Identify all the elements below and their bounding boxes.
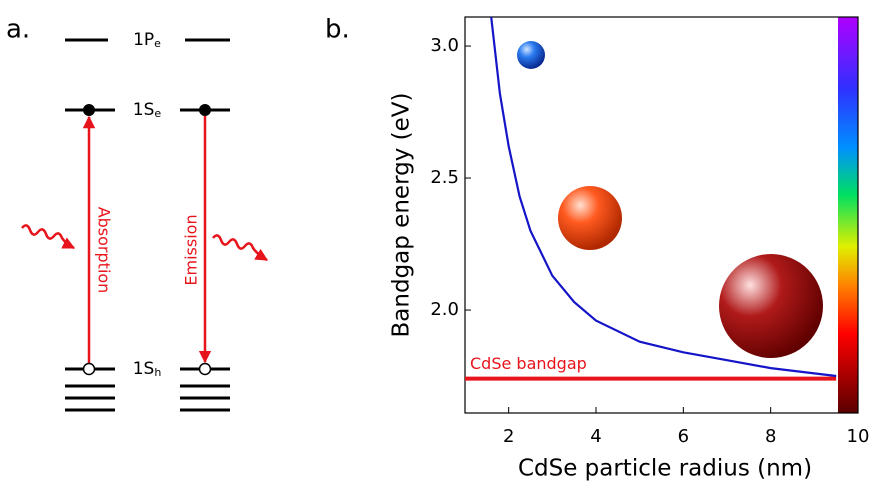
curve xyxy=(490,16,837,378)
panel-label: b. xyxy=(325,15,350,45)
y-tick-label: 2.5 xyxy=(430,167,459,188)
x-tick-label: 6 xyxy=(678,426,689,447)
x-tick-label: 2 xyxy=(503,426,514,447)
photon-in xyxy=(21,224,76,250)
y-tick-label: 2.0 xyxy=(430,299,459,320)
level-label: 1Pe xyxy=(133,30,161,50)
reference-label: CdSe bandgap xyxy=(470,354,587,373)
x-tick-label: 4 xyxy=(590,426,601,447)
hole xyxy=(198,362,212,376)
transition-label: Absorption xyxy=(95,207,114,294)
photon-out xyxy=(212,234,269,262)
chart: b. CdSe particle radius (nm) Bandgap ene… xyxy=(325,15,869,482)
particle-medium xyxy=(558,186,622,250)
plot-frame xyxy=(464,16,859,414)
electron xyxy=(199,104,211,116)
energy-diagram: a. 1Pe 1Se 1Sh Absorption Emission xyxy=(6,15,269,412)
x-axis-label: CdSe particle radius (nm) xyxy=(518,456,812,482)
particle-small xyxy=(517,41,545,69)
x-tick-label: 10 xyxy=(847,426,870,447)
panel-label: a. xyxy=(6,15,30,45)
hole xyxy=(82,362,96,376)
x-tick-label: 8 xyxy=(765,426,776,447)
electron xyxy=(83,104,95,116)
y-tick-label: 3.0 xyxy=(430,35,459,56)
transition-label: Emission xyxy=(182,214,201,285)
colorbar xyxy=(838,17,858,413)
level-label: 1Se xyxy=(133,100,162,120)
level-label: 1Sh xyxy=(133,359,162,379)
y-axis-label: Bandgap energy (eV) xyxy=(389,93,415,338)
particle-large xyxy=(719,254,823,358)
